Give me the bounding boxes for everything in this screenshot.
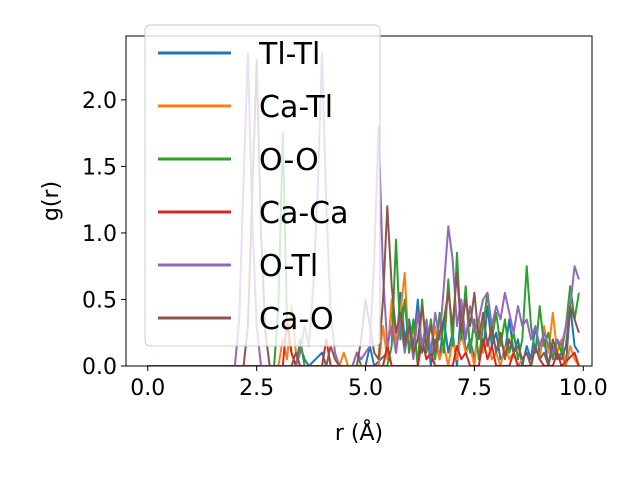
x-tick-label: 5.0 [348, 376, 383, 401]
legend-label: Ca-O [259, 302, 334, 337]
legend-box [144, 24, 381, 347]
y-tick-label: 1.5 [82, 155, 117, 180]
y-axis-label: g(r) [39, 181, 64, 221]
x-tick-label: 10.0 [559, 376, 608, 401]
legend-label: Ca-Ca [259, 196, 349, 231]
x-tick-label: 0.0 [130, 376, 165, 401]
y-tick-label: 1.0 [82, 222, 117, 247]
x-tick-label: 2.5 [239, 376, 274, 401]
axis-ticks: 0.0 2.5 5.0 7.5 10.0 0.0 0.5 1.0 1.5 2.0 [82, 89, 608, 401]
legend-label: O-Tl [259, 249, 318, 284]
legend-label: O-O [259, 143, 319, 178]
x-axis-label: r (Å) [335, 419, 383, 446]
series-line-ca-o [147, 59, 580, 366]
y-tick-label: 0.0 [82, 355, 117, 380]
y-tick-label: 2.0 [82, 89, 117, 114]
legend-label: Ca-Tl [259, 90, 333, 125]
y-tick-label: 0.5 [82, 288, 117, 313]
x-tick-label: 7.5 [457, 376, 492, 401]
legend: Tl-Tl Ca-Tl O-O Ca-Ca O-Tl Ca-O [144, 24, 381, 347]
legend-label: Tl-Tl [258, 37, 320, 72]
